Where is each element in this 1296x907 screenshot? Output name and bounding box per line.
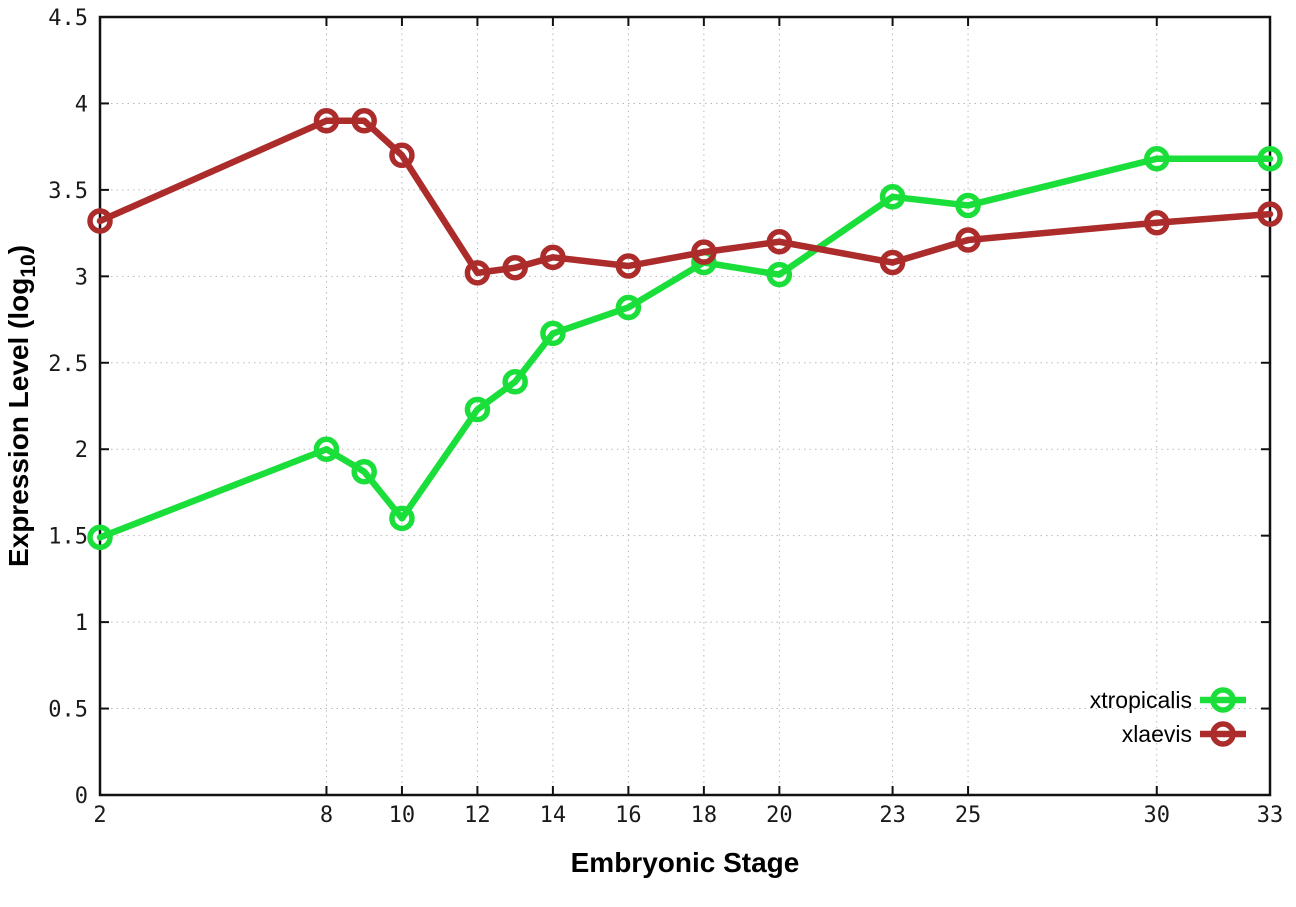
- y-tick-label: 2.5: [48, 352, 88, 377]
- y-tick-label: 4: [75, 92, 88, 117]
- y-axis-label: Expression Level (log10): [3, 245, 40, 567]
- marker-xtropicalis: [766, 261, 793, 288]
- marker-xlaevis: [615, 253, 642, 279]
- marker-xtropicalis: [955, 192, 981, 219]
- y-tick-label: 0: [75, 784, 88, 809]
- marker-xlaevis: [351, 107, 377, 134]
- y-tick-label: 1: [75, 611, 88, 636]
- legend-sample-marker-xtropicalis: [1210, 687, 1236, 713]
- x-tick-label: 16: [615, 803, 642, 828]
- marker-xtropicalis: [313, 436, 340, 462]
- x-tick-label: 10: [389, 803, 416, 828]
- x-tick-label: 14: [540, 803, 567, 828]
- marker-xlaevis: [313, 107, 340, 134]
- plot-border: [98, 15, 1272, 797]
- legend-label-xtropicalis: xtropicalis: [1090, 687, 1192, 713]
- marker-xlaevis: [691, 239, 717, 265]
- x-tick-label: 23: [879, 803, 906, 828]
- marker-xlaevis: [879, 249, 906, 276]
- y-tick-label: 3: [75, 265, 88, 290]
- x-tick-label: 30: [1144, 803, 1171, 828]
- x-tick-label: 2: [93, 803, 106, 828]
- marker-xlaevis: [389, 142, 415, 169]
- marker-xtropicalis: [540, 320, 566, 347]
- marker-xtropicalis: [351, 458, 377, 485]
- marker-xtropicalis: [502, 369, 528, 395]
- marker-xlaevis: [766, 229, 793, 255]
- y-tick-label: 3.5: [48, 179, 88, 204]
- legend-sample-marker-xlaevis: [1210, 721, 1236, 747]
- marker-xtropicalis: [1144, 146, 1170, 172]
- x-tick-label: 18: [691, 803, 718, 828]
- x-tick-label: 33: [1257, 803, 1284, 828]
- marker-xtropicalis: [879, 184, 906, 210]
- marker-xlaevis: [955, 227, 981, 253]
- marker-xlaevis: [87, 208, 113, 234]
- marker-xlaevis: [502, 254, 528, 281]
- series-line-xlaevis: [96, 117, 1274, 277]
- x-tick-label: 25: [955, 803, 982, 828]
- marker-xlaevis: [540, 244, 566, 271]
- marker-xlaevis: [1144, 209, 1170, 236]
- marker-xlaevis: [1257, 201, 1283, 227]
- y-tick-label: 4.5: [48, 6, 88, 31]
- marker-xtropicalis: [87, 524, 113, 551]
- marker-xtropicalis: [464, 396, 491, 423]
- y-tick-label: 1.5: [48, 525, 88, 550]
- y-tick-label: 2: [75, 438, 88, 463]
- marker-xtropicalis: [389, 505, 415, 532]
- marker-xtropicalis: [1257, 146, 1283, 172]
- y-tick-label: 0.5: [48, 698, 88, 723]
- x-axis-label: Embryonic Stage: [571, 847, 800, 878]
- x-tick-label: 8: [320, 803, 333, 828]
- marker-xlaevis: [464, 260, 491, 286]
- x-tick-label: 12: [464, 803, 491, 828]
- legend-label-xlaevis: xlaevis: [1122, 721, 1192, 747]
- marker-xtropicalis: [615, 294, 642, 321]
- series-line-xtropicalis: [96, 155, 1274, 541]
- x-tick-label: 20: [766, 803, 793, 828]
